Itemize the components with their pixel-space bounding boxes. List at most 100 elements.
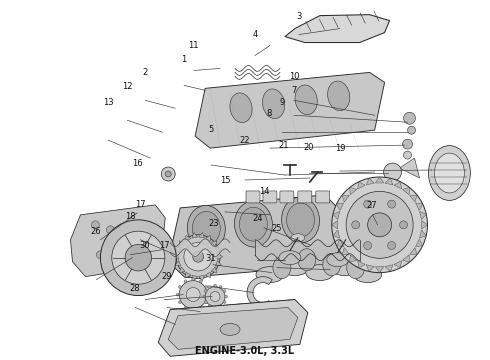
Polygon shape	[366, 178, 374, 185]
Text: 29: 29	[162, 272, 172, 281]
Polygon shape	[211, 267, 217, 273]
Circle shape	[408, 126, 416, 134]
Ellipse shape	[295, 85, 317, 115]
Text: 13: 13	[103, 98, 114, 107]
Ellipse shape	[328, 81, 350, 111]
Circle shape	[346, 192, 413, 258]
Circle shape	[403, 139, 413, 149]
FancyBboxPatch shape	[263, 191, 277, 203]
Polygon shape	[375, 267, 384, 273]
Polygon shape	[195, 72, 385, 148]
FancyBboxPatch shape	[316, 191, 330, 203]
Polygon shape	[342, 195, 349, 202]
Polygon shape	[385, 265, 393, 271]
Text: 21: 21	[279, 141, 289, 150]
Text: 11: 11	[189, 41, 199, 50]
Polygon shape	[419, 211, 426, 220]
Polygon shape	[394, 182, 402, 189]
Circle shape	[176, 235, 220, 279]
Polygon shape	[198, 275, 204, 281]
Ellipse shape	[291, 234, 305, 242]
Circle shape	[92, 221, 99, 229]
Polygon shape	[402, 255, 410, 262]
Ellipse shape	[187, 206, 225, 251]
Text: 16: 16	[132, 159, 143, 168]
Polygon shape	[421, 221, 427, 229]
Circle shape	[223, 301, 226, 303]
Circle shape	[219, 285, 222, 289]
Polygon shape	[358, 261, 365, 268]
Polygon shape	[410, 248, 417, 255]
Circle shape	[384, 163, 401, 181]
Circle shape	[224, 295, 227, 298]
Polygon shape	[416, 203, 423, 211]
Ellipse shape	[327, 253, 349, 267]
Circle shape	[404, 151, 412, 159]
Polygon shape	[410, 195, 417, 202]
Circle shape	[97, 251, 104, 259]
Polygon shape	[375, 177, 384, 183]
Circle shape	[184, 280, 187, 283]
Ellipse shape	[347, 257, 365, 279]
Text: 24: 24	[252, 214, 263, 223]
Text: 10: 10	[289, 72, 299, 81]
Ellipse shape	[306, 265, 334, 280]
Polygon shape	[366, 265, 374, 271]
Circle shape	[214, 284, 217, 287]
Ellipse shape	[331, 260, 359, 276]
Circle shape	[207, 293, 210, 296]
Text: 3: 3	[296, 12, 301, 21]
Text: 2: 2	[142, 68, 147, 77]
Circle shape	[178, 285, 181, 288]
Text: 31: 31	[205, 255, 216, 264]
Polygon shape	[211, 241, 217, 247]
Text: 25: 25	[271, 224, 282, 233]
Circle shape	[193, 251, 204, 262]
Polygon shape	[175, 247, 181, 253]
Text: 8: 8	[267, 109, 272, 118]
Circle shape	[199, 306, 202, 309]
Circle shape	[184, 242, 212, 271]
Text: 26: 26	[91, 228, 101, 237]
Ellipse shape	[282, 197, 319, 243]
FancyBboxPatch shape	[280, 191, 294, 203]
Text: 19: 19	[335, 144, 345, 153]
Circle shape	[364, 200, 371, 208]
Polygon shape	[358, 182, 365, 189]
Circle shape	[192, 278, 195, 281]
Ellipse shape	[428, 146, 470, 201]
Circle shape	[203, 295, 206, 298]
Polygon shape	[333, 211, 340, 220]
Circle shape	[404, 112, 416, 124]
Text: 12: 12	[122, 82, 133, 91]
Circle shape	[106, 226, 114, 234]
FancyBboxPatch shape	[298, 191, 312, 203]
Circle shape	[111, 256, 120, 264]
Polygon shape	[168, 195, 340, 278]
Polygon shape	[342, 248, 349, 255]
Polygon shape	[179, 267, 185, 273]
Circle shape	[126, 261, 134, 269]
Ellipse shape	[230, 93, 252, 122]
Polygon shape	[186, 235, 191, 241]
Circle shape	[205, 287, 225, 306]
Circle shape	[161, 167, 175, 181]
Circle shape	[204, 301, 207, 303]
Circle shape	[178, 301, 181, 304]
Text: 28: 28	[130, 284, 140, 293]
Ellipse shape	[273, 257, 291, 279]
Polygon shape	[71, 205, 165, 276]
Text: 20: 20	[303, 143, 314, 152]
Text: 22: 22	[240, 136, 250, 145]
Polygon shape	[205, 235, 210, 241]
Ellipse shape	[287, 203, 315, 237]
Ellipse shape	[256, 267, 284, 283]
Polygon shape	[173, 254, 179, 260]
Polygon shape	[158, 300, 308, 356]
Polygon shape	[216, 247, 221, 253]
Circle shape	[368, 213, 392, 237]
Circle shape	[186, 288, 200, 302]
Text: ENGINE-3.0L, 3.3L: ENGINE-3.0L, 3.3L	[196, 346, 294, 356]
Circle shape	[100, 220, 176, 296]
Text: 27: 27	[367, 201, 377, 210]
